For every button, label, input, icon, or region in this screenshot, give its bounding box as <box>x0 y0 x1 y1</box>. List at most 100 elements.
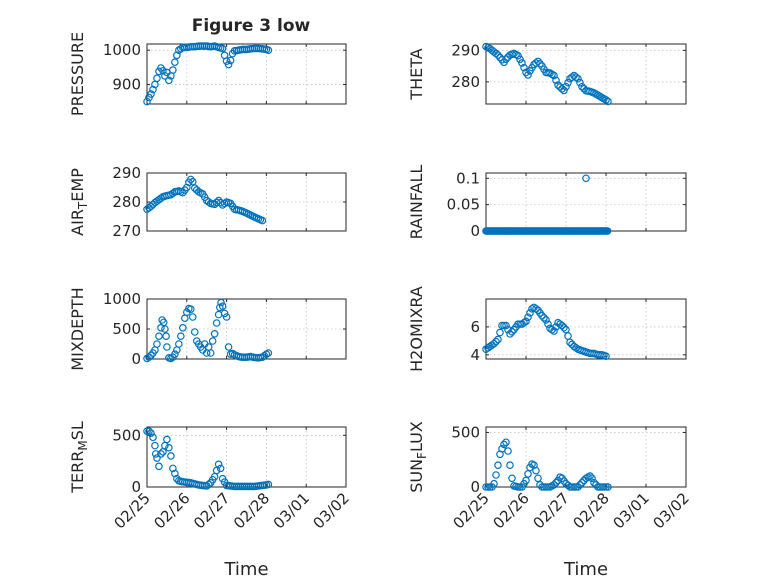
data-point <box>578 82 586 91</box>
data-point <box>544 320 552 328</box>
y-axis-label-subscript: T <box>76 201 90 210</box>
data-point <box>582 174 590 183</box>
data-point <box>538 311 546 320</box>
data-point <box>145 427 153 435</box>
data-point <box>494 461 502 469</box>
data-point <box>526 309 534 317</box>
data-point <box>222 313 231 321</box>
data-point <box>204 480 213 489</box>
y-axis-label-main: AIR <box>68 209 87 236</box>
y-tick-label: 0 <box>470 478 480 496</box>
data-point <box>490 479 498 488</box>
data-point <box>552 478 560 487</box>
data-point <box>264 349 273 357</box>
data-point <box>564 78 572 87</box>
data-point <box>558 85 566 93</box>
y-tick-label: 0.05 <box>447 196 480 214</box>
data-point <box>602 352 610 361</box>
data-point <box>177 332 185 341</box>
y-axis-label-main: TERR <box>68 451 87 494</box>
data-point <box>217 298 225 307</box>
data-point <box>153 454 161 462</box>
data-point <box>562 82 570 91</box>
data-point <box>580 84 588 93</box>
x-tick-label: 02/28 <box>230 489 273 532</box>
data-point <box>153 74 161 83</box>
data-point <box>143 97 151 106</box>
data-point <box>147 429 155 438</box>
data-point <box>214 460 223 469</box>
data-point <box>522 317 530 326</box>
y-tick-label: 0.1 <box>456 169 480 187</box>
data-point <box>550 481 558 489</box>
y-tick-label: 4 <box>470 346 480 364</box>
y-tick-label: 900 <box>112 75 141 93</box>
plot-area <box>485 172 687 232</box>
subplot-sun_flux: 050002/2502/2602/2702/2803/0103/02TimeSU… <box>407 421 693 580</box>
data-point <box>494 51 502 59</box>
data-point <box>578 478 586 487</box>
y-tick-label: 0 <box>470 222 480 240</box>
data-point <box>492 49 500 58</box>
data-point <box>560 86 568 95</box>
y-axis-label: PRESSURE <box>68 32 87 116</box>
data-point <box>532 304 540 313</box>
data-point <box>155 462 163 471</box>
data-point <box>186 305 195 314</box>
data-point <box>145 353 153 362</box>
y-axis-label: TERRMSL <box>68 421 90 494</box>
data-point <box>504 447 512 455</box>
data-point <box>506 461 514 469</box>
data-point <box>224 343 233 351</box>
data-point <box>214 196 223 205</box>
data-point <box>179 323 187 332</box>
subplot-rainfall: 0 0.05 0.1 RAINFALL <box>407 165 687 240</box>
data-point <box>558 321 566 330</box>
data-point <box>190 328 199 336</box>
data-point <box>165 443 173 452</box>
y-tick-label: 500 <box>451 423 480 441</box>
data-point <box>206 349 215 357</box>
x-tick-label: 02/26 <box>490 489 533 532</box>
data-point <box>224 60 233 69</box>
figure-title: Figure 3 low <box>192 16 311 36</box>
y-axis-label: AIRTEMP <box>68 168 90 236</box>
y-tick-label: 500 <box>112 426 141 444</box>
x-tick-label: 03/01 <box>610 489 653 532</box>
y-tick-label: 280 <box>451 73 480 91</box>
data-point <box>218 44 227 53</box>
y-tick-label: 0 <box>131 478 141 496</box>
y-tick-label: 6 <box>470 318 480 336</box>
data-point <box>190 184 199 192</box>
x-axis-label: Time <box>563 559 608 580</box>
x-tick-label: 03/02 <box>650 489 693 532</box>
data-point <box>500 440 508 449</box>
data-point <box>534 57 542 66</box>
data-point <box>175 340 183 348</box>
data-point <box>554 81 562 89</box>
y-tick-label: 1000 <box>103 41 141 59</box>
data-point <box>536 59 544 68</box>
data-point <box>576 481 584 489</box>
x-tick-label: 02/27 <box>190 489 233 532</box>
data-point <box>586 472 594 480</box>
subplot-theta: 280 290 THETA <box>407 41 687 106</box>
data-point <box>520 63 528 72</box>
y-axis-label-subscript: M <box>76 440 90 450</box>
data-point <box>532 466 540 475</box>
data-point <box>516 55 524 64</box>
data-point <box>165 76 173 85</box>
data-point <box>602 96 610 104</box>
x-axis-label: Time <box>223 559 268 580</box>
data-point <box>542 316 550 324</box>
y-axis-label: SUNFLUX <box>407 421 429 493</box>
data-point <box>147 351 155 360</box>
data-point <box>210 329 219 338</box>
subplot-mixdepth: 0 500 1000 MIXDEPTH <box>68 287 347 371</box>
y-axis-label: MIXDEPTH <box>68 287 87 370</box>
data-point <box>574 483 582 491</box>
y-axis-label-rest: EMP <box>68 168 87 202</box>
data-point <box>550 327 558 335</box>
y-axis-label: H2OMIXRA <box>407 286 426 372</box>
